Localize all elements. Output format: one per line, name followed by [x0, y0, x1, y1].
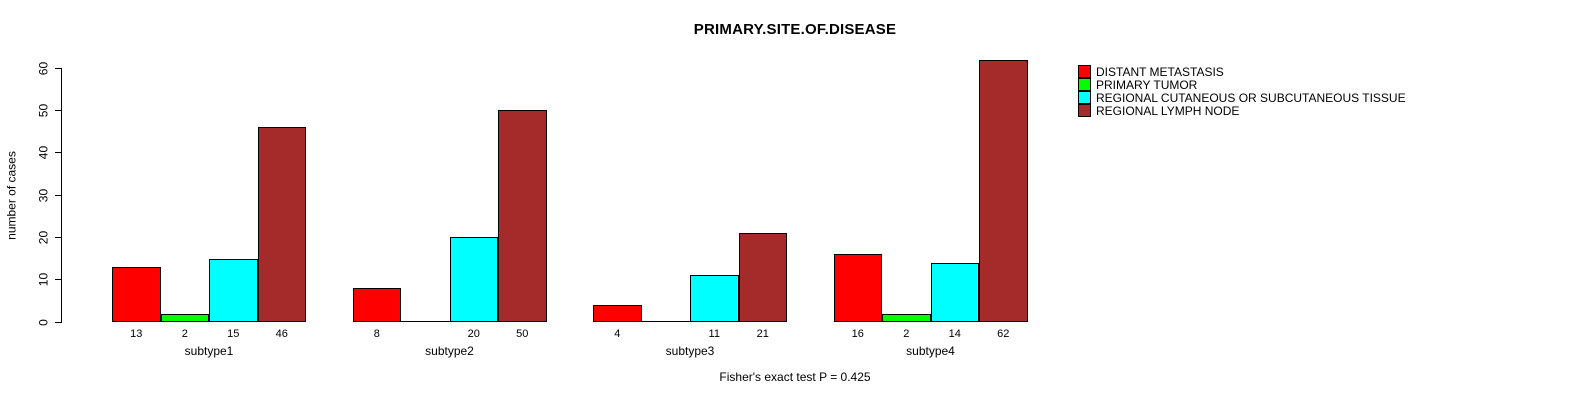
legend-row: PRIMARY TUMOR: [1078, 77, 1406, 92]
legend: DISTANT METASTASIS PRIMARY TUMOR REGIONAL …: [1078, 64, 1406, 118]
legend-label: DISTANT METASTASIS: [1096, 64, 1224, 79]
legend-swatch: [1078, 104, 1091, 117]
y-axis-label: number of cases: [4, 151, 19, 240]
bar-value-label: 21: [756, 328, 769, 340]
bar-value-label: 4: [614, 328, 621, 340]
legend-label: REGIONAL CUTANEOUS OR SUBCUTANEOUS TISSU…: [1096, 90, 1406, 105]
y-axis-tick-label: 50: [36, 103, 51, 118]
y-axis-tick-label: 40: [36, 145, 51, 160]
bar-subtype1-series-0: [112, 266, 161, 322]
bar-value-label: 2: [181, 328, 188, 340]
bar-subtype2-series-2: [449, 237, 498, 322]
legend-label: PRIMARY TUMOR: [1096, 77, 1198, 92]
bar-value-label: 46: [275, 328, 288, 340]
bar-subtype1-series-2: [209, 258, 258, 322]
bar-value-label: 8: [373, 328, 380, 340]
bar-value-label: 15: [227, 328, 240, 340]
fisher-test-caption: Fisher's exact test P = 0.425: [719, 370, 871, 384]
legend-swatch: [1078, 91, 1091, 104]
y-axis-tick-label: 60: [36, 61, 51, 75]
legend-swatch: [1078, 78, 1091, 91]
x-axis-category-label: subtype1: [184, 344, 234, 358]
bar-subtype1-series-3: [257, 127, 306, 322]
bar-value-label: 2: [903, 328, 910, 340]
bar-value-label: 50: [516, 328, 529, 340]
bar-subtype4-series-3: [979, 59, 1028, 322]
legend-row: REGIONAL LYMPH NODE: [1078, 103, 1406, 118]
y-axis-tick-label: 20: [36, 230, 51, 245]
y-axis-tick: [55, 236, 61, 238]
bar-subtype4-series-1: [882, 313, 931, 322]
bar-value-label: 13: [130, 328, 143, 340]
x-axis-category-label: subtype4: [906, 344, 955, 358]
y-axis-tick: [55, 194, 61, 196]
y-axis-line: [61, 68, 62, 323]
plot-area: 0 10 20 30 40 50 60 13 2 15 46 subtype1 8 20 50 subtype…: [37, 59, 1042, 358]
bar-value-label: 20: [467, 328, 480, 340]
bar-value-label: 11: [708, 328, 720, 340]
bar-subtype4-series-0: [833, 254, 882, 322]
chart-title: PRIMARY.SITE.OF.DISEASE: [693, 21, 897, 38]
y-axis-tick: [55, 279, 61, 281]
bar-subtype2-series-1: [401, 321, 450, 322]
legend-row: DISTANT METASTASIS: [1078, 64, 1406, 79]
bar-value-label: 16: [851, 328, 864, 340]
y-axis-tick-label: 0: [36, 318, 51, 326]
bar-subtype2-series-0: [352, 288, 401, 322]
bar-subtype2-series-3: [498, 110, 547, 322]
y-axis-tick: [55, 321, 61, 323]
bar-subtype3-series-2: [690, 275, 739, 322]
bar-value-label: 62: [997, 328, 1010, 340]
y-axis-tick: [55, 152, 61, 154]
bar-subtype3-series-3: [738, 233, 787, 322]
legend-row: REGIONAL CUTANEOUS OR SUBCUTANEOUS TISSU…: [1078, 90, 1406, 105]
y-axis-tick-label: 10: [36, 272, 51, 287]
bar-subtype1-series-1: [160, 313, 209, 322]
x-axis-category-label: subtype2: [425, 344, 474, 358]
y-axis-tick: [55, 67, 61, 69]
legend-label: REGIONAL LYMPH NODE: [1096, 103, 1240, 118]
bar-value-label: 14: [948, 328, 961, 340]
x-axis-category-label: subtype3: [665, 344, 715, 358]
bar-subtype3-series-1: [641, 321, 690, 322]
bar-subtype4-series-2: [930, 262, 979, 322]
y-axis-tick: [55, 109, 61, 111]
legend-swatch: [1078, 65, 1091, 78]
bar-subtype3-series-0: [593, 305, 642, 322]
y-axis-tick-label: 30: [36, 188, 51, 202]
